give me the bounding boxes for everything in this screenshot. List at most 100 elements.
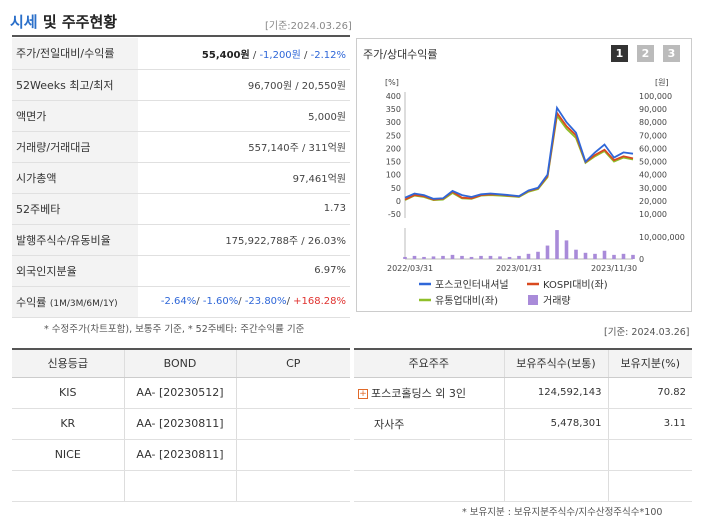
holder-shares [503,470,608,502]
foreign-label: 외국인지분율 [12,255,138,287]
y-left-tick-label: 400 [386,92,401,101]
series-line-3 [404,113,634,202]
price-label: 주가/전일대비/수익률 [12,38,138,70]
volume-bar [431,256,436,259]
foreign-value: 6.97% [138,255,350,287]
volume-bar [441,255,445,259]
credit-cp [235,439,350,471]
chart-page-2-button[interactable]: 2 [637,45,654,62]
volume-bar [583,252,588,259]
volume-bar [621,253,626,259]
par-label: 액면가 [12,100,138,132]
holder-name [354,470,504,502]
return-label: 수익률 (1M/3M/6M/1Y) [12,286,138,318]
cap-label: 시가총액 [12,162,138,194]
holder-pct [607,439,692,471]
series-line-1 [404,105,634,200]
return-value: -2.64%/ -1.60%/ -23.80%/ +168.28% [138,286,350,318]
volume-bar [450,254,455,259]
y-left-tick-label: 150 [386,158,401,167]
section-title: 시세 및 주주현황 [10,13,118,31]
holder-pct: 70.82 [607,377,692,409]
volume-bar [631,254,635,259]
y-right-tick-label: 20,000 [639,197,667,206]
legend-label-3: 유통업대비(좌) [435,294,498,307]
legend-label-1: 포스코인터내셔널 [435,279,509,291]
table-row: 자사주 5,478,301 3.11 [354,408,692,440]
table-row: 시가총액 97,461억원 [12,162,350,194]
credit-bond [123,470,236,502]
x-tick-label: 2022/03/31 [387,264,433,273]
volume-bar [412,255,417,259]
x-tick-label: 2023/11/30 [591,264,637,273]
shares-value: 175,922,788주 / 26.03% [138,224,350,256]
credit-cp [235,470,350,502]
y-right-tick-label: 50,000 [639,158,667,167]
table-row: + 포스코홀딩스 외 3인 124,592,143 70.82 [354,377,692,409]
volume-bar [574,249,578,259]
y-right-tick-label: 40,000 [639,171,667,180]
volume-tick-label: 0 [639,255,644,264]
y-left-tick-label: 250 [386,131,401,140]
y-right-tick-label: 30,000 [639,184,667,193]
holders-header-name: 주요주주 [354,348,504,378]
volume-bar [403,256,407,259]
credit-agency: KIS [12,377,124,409]
credit-cp [235,377,350,409]
credit-agency [12,470,124,502]
volume-bar [507,256,512,259]
credit-agency: NICE [12,439,124,471]
holders-header-pct: 보유지분(%) [607,348,692,378]
volume-bar [602,250,607,259]
holder-shares: 5,478,301 [503,408,608,440]
holder-pct [607,470,692,502]
credit-header-agency: 신용등급 [12,348,124,378]
y-left-tick-label: -50 [388,210,401,219]
credit-bond: AA- [20230512] [123,377,236,409]
credit-rating-table: 신용등급 BOND CP KIS AA- [20230512] KR AA- [… [12,348,350,502]
y-right-tick-label: 60,000 [639,144,667,153]
shares-label: 발행주식수/유동비율 [12,224,138,256]
holder-shares [503,439,608,471]
table-row: 발행주식수/유동비율 175,922,788주 / 26.03% [12,224,350,256]
y-left-tick-label: 0 [396,197,401,206]
cap-value: 97,461억원 [138,162,350,194]
table-row [12,470,350,502]
y-right-tick-label: 100,000 [639,92,672,101]
y-left-tick-label: 50 [391,184,401,193]
volume-bar [517,255,521,259]
expand-plus-icon[interactable]: + [358,388,368,399]
table-row: 수익률 (1M/3M/6M/1Y) -2.64%/ -1.60%/ -23.80… [12,286,350,318]
par-value: 5,000원 [138,100,350,132]
holder-name[interactable]: + 포스코홀딩스 외 3인 [354,377,504,409]
chart-page-3-button[interactable]: 3 [663,45,680,62]
holders-header-shares: 보유주식수(보통) [503,348,608,378]
y-left-tick-label: 350 [386,105,401,114]
volume-bar [469,256,474,259]
y-left-tick-label: 200 [386,144,401,153]
y-left-tick-label: 300 [386,118,401,127]
divider [12,35,350,37]
y-left-unit: [%] [385,78,399,87]
beta-value: 1.73 [138,193,350,225]
footnote-left: * 수정주가(차트포함), 보통주 기준, * 52주베타: 주간수익률 기준 [44,324,305,335]
chart-panel: 주가/상대수익률 1 2 3 [%] [원] 400 350 300 250 200 150 1… [356,38,692,312]
table-row [354,470,692,502]
price-value: 55,400원 / -1,200원 / -2.12% [138,38,350,70]
legend-label-2: KOSPI대비(좌) [543,279,608,291]
x-tick-label: 2023/01/31 [496,264,542,273]
holder-name [354,439,504,471]
y-left-tick-label: 100 [386,171,401,180]
major-holders-table: 주요주주 보유주식수(보통) 보유지분(%) + 포스코홀딩스 외 3인 124,… [354,348,692,502]
series-line-2 [404,110,634,201]
volume-bar [536,251,540,259]
credit-agency: KR [12,408,124,440]
credit-bond: AA- [20230811] [123,439,236,471]
footnote-date: [기준: 2024.03.26] [604,327,690,338]
base-date: [기준:2024.03.26] [265,21,352,32]
table-header: 주요주주 보유주식수(보통) 보유지분(%) [354,348,692,378]
beta-label: 52주베타 [12,193,138,225]
chart-page-1-button[interactable]: 1 [611,45,628,62]
volume-bar [526,253,531,259]
table-row [354,439,692,471]
